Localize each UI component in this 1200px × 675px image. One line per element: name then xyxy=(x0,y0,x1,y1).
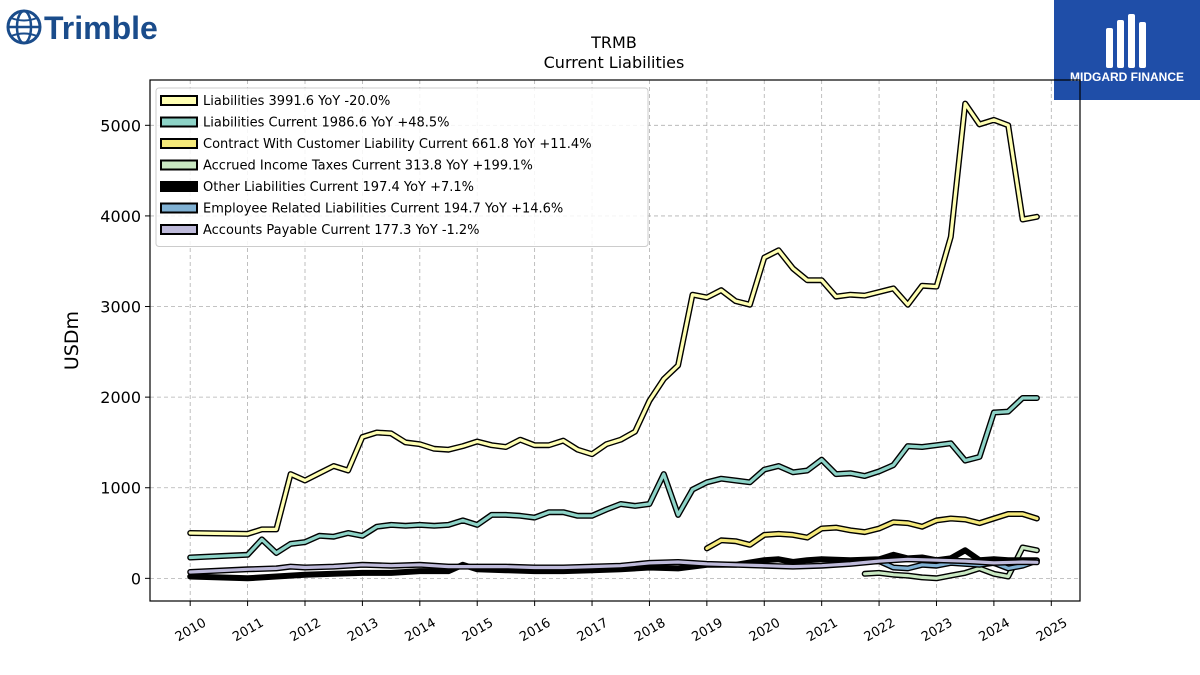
legend-swatch xyxy=(160,181,198,192)
x-tick-label: 2014 xyxy=(402,616,438,646)
legend-swatch xyxy=(160,159,198,171)
chart-title: TRMB xyxy=(590,33,637,52)
series-line xyxy=(188,557,1039,574)
x-tick-label: 2019 xyxy=(690,616,726,646)
x-tick-label: 2017 xyxy=(575,616,611,646)
y-axis-label: USDm xyxy=(61,311,83,370)
y-tick-label: 2000 xyxy=(100,388,141,407)
x-tick-label: 2010 xyxy=(173,616,209,646)
x-tick-label: 2025 xyxy=(1034,616,1070,646)
chart-subtitle: Current Liabilities xyxy=(544,53,685,72)
series-line xyxy=(188,102,1039,536)
legend-swatch xyxy=(160,116,198,128)
x-tick-label: 2021 xyxy=(804,616,840,646)
y-axis: 0 1000 2000 3000 4000 5000 xyxy=(100,116,150,588)
legend-entry-label: Liabilities Current 1986.6 YoY +48.5% xyxy=(203,116,450,131)
legend-swatch xyxy=(160,138,198,149)
legend-swatch xyxy=(160,202,198,214)
legend-swatch xyxy=(160,95,198,106)
midgard-emblem-icon xyxy=(1106,14,1146,68)
legend-entry-label: Liabilities 3991.6 YoY -20.0% xyxy=(203,94,390,109)
series-layer xyxy=(187,100,1040,582)
legend-box xyxy=(155,87,649,247)
trimble-wordmark: Trimble xyxy=(44,10,158,46)
x-tick-label: 2012 xyxy=(288,616,324,646)
x-tick-label: 2020 xyxy=(747,616,783,646)
x-tick-label: 2018 xyxy=(632,616,668,646)
series-line xyxy=(705,512,1039,550)
legend-entry-label: Contract With Customer Liability Current… xyxy=(203,137,592,152)
x-tick-label: 2015 xyxy=(460,616,496,646)
midgard-finance-logo: MIDGARD FINANCE xyxy=(1054,0,1200,100)
series-line xyxy=(863,545,1039,580)
y-tick-label: 3000 xyxy=(100,298,141,317)
x-tick-label: 2023 xyxy=(919,616,955,646)
series-outline xyxy=(187,395,1040,561)
y-tick-label: 1000 xyxy=(100,479,141,498)
trimble-logo: Trimble xyxy=(4,4,174,48)
x-tick-label: 2022 xyxy=(862,616,898,646)
globe-icon xyxy=(6,9,42,45)
x-tick-label: 2024 xyxy=(977,616,1013,646)
y-tick-label: 4000 xyxy=(100,207,141,226)
x-tick-label: 2011 xyxy=(230,616,266,646)
legend-entry-label: Employee Related Liabilities Current 194… xyxy=(203,202,563,217)
legend: Liabilities 3991.6 YoY -20.0% Liabilities… xyxy=(155,87,649,247)
plot-frame xyxy=(149,79,1081,602)
midgard-wordmark: MIDGARD FINANCE xyxy=(1070,70,1184,84)
y-tick-label: 0 xyxy=(131,569,141,588)
legend-entry-label: Accounts Payable Current 177.3 YoY -1.2% xyxy=(203,223,480,238)
series-line xyxy=(188,396,1039,560)
legend-entry-label: Other Liabilities Current 197.4 YoY +7.1… xyxy=(203,180,474,195)
legend-entry-label: Accrued Income Taxes Current 313.8 YoY +… xyxy=(203,159,533,174)
x-tick-label: 2016 xyxy=(517,616,553,646)
legend-swatch xyxy=(160,224,198,235)
y-tick-label: 5000 xyxy=(100,116,141,135)
x-tick-label: 2013 xyxy=(345,616,381,646)
x-axis: 2010 2011 2012 2013 2014 2015 2016 2017 2018 2019… xyxy=(173,601,1070,645)
